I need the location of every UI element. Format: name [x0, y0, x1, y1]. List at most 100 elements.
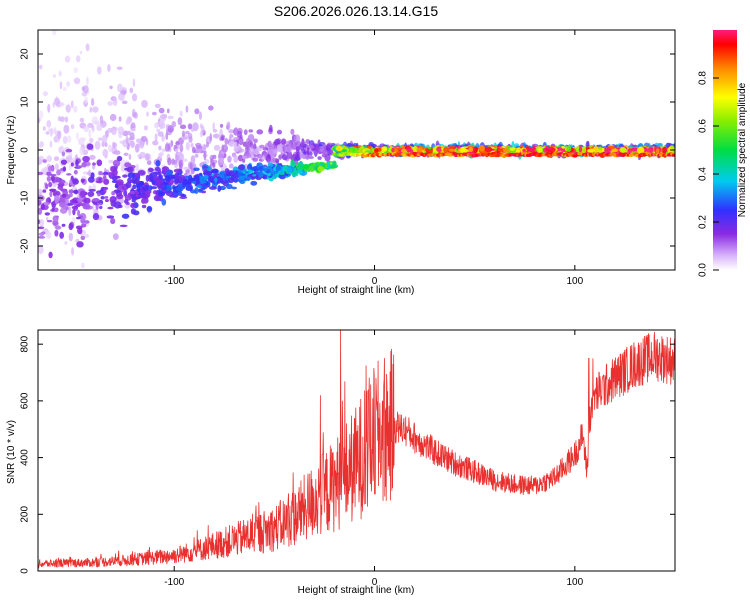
spectrogram-cell	[88, 169, 91, 177]
spectrogram-cell	[391, 147, 395, 153]
spectrogram-cell	[582, 146, 587, 154]
spectrogram-cell	[52, 190, 61, 197]
spectrogram-cell	[64, 55, 71, 63]
spectrogram-cell	[167, 143, 171, 151]
spectrogram-cell	[142, 185, 149, 192]
spectrogram-cell	[39, 64, 43, 70]
spectrogram-cell	[88, 129, 92, 138]
spectrogram-cell	[202, 184, 207, 190]
spectrogram-cell	[131, 198, 136, 203]
spectrogram-cell	[46, 219, 53, 223]
spectrogram-cell	[130, 140, 135, 149]
spectrogram-cell	[185, 105, 189, 113]
spectrogram-cell	[123, 189, 128, 197]
spectrogram-cell	[68, 189, 74, 194]
spectrogram-cell	[79, 146, 84, 156]
spectrogram-cell	[165, 184, 172, 188]
spectrogram-cell	[229, 133, 234, 139]
spectrogram-cell	[73, 77, 81, 85]
spectrogram-cell	[241, 155, 248, 160]
spectrogram-cell	[86, 76, 89, 86]
spectrogram-cell	[118, 93, 125, 101]
spectrogram-cell	[636, 146, 645, 154]
spectrogram-cell	[290, 141, 298, 151]
spectrogram-cell	[62, 136, 68, 144]
spectrogram-cell	[84, 234, 89, 238]
spectrogram-cell	[214, 169, 218, 173]
spectrogram-cell	[146, 160, 152, 166]
spectrogram-cell	[290, 161, 296, 167]
spectrogram-cell	[121, 100, 128, 105]
spectrogram-cell	[175, 141, 180, 146]
spectrogram-cell	[60, 159, 68, 165]
spectrogram-cell	[76, 216, 81, 220]
spectrogram-cell	[80, 178, 85, 183]
spectrogram-cell	[54, 198, 59, 205]
spectrogram-cell	[119, 224, 128, 228]
spectrogram-cell	[64, 206, 69, 211]
spectrogram-cell	[194, 153, 199, 158]
spectrogram-cell	[91, 125, 95, 133]
spectrogram-cell	[179, 110, 183, 117]
spectrogram-cell	[106, 171, 114, 176]
spectrogram-cell	[100, 196, 105, 200]
spectrogram-cell	[249, 166, 257, 171]
spectrogram-cell	[99, 115, 104, 124]
spectrogram-cell	[258, 171, 263, 177]
spectrogram-cell	[44, 183, 49, 190]
spectrogram-cell	[126, 166, 134, 173]
spectrogram-cell	[89, 106, 93, 113]
spectrogram-cell	[88, 185, 92, 190]
spectrogram-cell	[261, 168, 269, 172]
colorbar-tick-label: 0.4	[698, 167, 709, 181]
spectrogram-cell	[619, 147, 627, 154]
spectrogram-cell	[381, 146, 388, 152]
spectrogram-cell	[190, 128, 195, 132]
spectrogram-cell	[83, 125, 90, 133]
spectrogram-cell	[123, 152, 129, 156]
spectrogram-cell	[90, 172, 95, 179]
spectrogram-cell	[91, 198, 100, 202]
spectrogram-cell	[188, 177, 197, 182]
spectrogram-cell	[50, 173, 57, 177]
spectrogram-cell	[237, 164, 245, 171]
spectrogram-cell	[154, 133, 158, 142]
spectrogram-cell	[38, 188, 43, 196]
spectrogram-cell	[96, 123, 103, 132]
spectrogram-cell	[129, 136, 135, 141]
snr-series-line	[38, 330, 675, 569]
spectrogram-cell	[102, 149, 109, 157]
spectrogram-cell	[275, 158, 280, 164]
spectrogram-cell	[122, 174, 128, 178]
spectrogram-cell	[195, 145, 203, 149]
spectrogram-cell	[91, 116, 99, 125]
spectrogram-cell	[604, 146, 611, 153]
spectrogram-cell	[86, 143, 94, 150]
spectrogram-cell	[49, 140, 53, 148]
spectrogram-cell	[38, 110, 44, 120]
spectrogram-cell	[178, 160, 182, 168]
spectrogram-cell	[213, 133, 221, 139]
spectrogram-cell	[212, 154, 217, 159]
spectrogram-cell	[212, 162, 216, 168]
spectrogram-cell	[107, 144, 113, 153]
snr-xtick-label: 100	[566, 577, 583, 588]
spectrogram-cell	[202, 166, 208, 169]
spectrogram-cell	[306, 147, 310, 156]
spectrogram-cell	[38, 232, 45, 237]
spectrogram-cell	[107, 101, 113, 106]
spectrogram-cell	[128, 153, 132, 160]
spectrogram-cell	[165, 170, 173, 175]
spectrogram-cell	[374, 148, 379, 153]
spectrogram-cell	[104, 198, 109, 203]
spectrogram-cell	[325, 143, 331, 152]
spectrogram-cell	[68, 232, 74, 242]
spectrogram-cell	[58, 179, 66, 184]
spectrogram-cell	[74, 189, 79, 195]
spectrogram-cell	[136, 185, 141, 193]
spectrogram-cell	[302, 163, 310, 170]
spectrogram-cell	[112, 233, 119, 241]
spectrogram-cell	[170, 139, 174, 147]
spectrogram-cell	[82, 155, 90, 163]
